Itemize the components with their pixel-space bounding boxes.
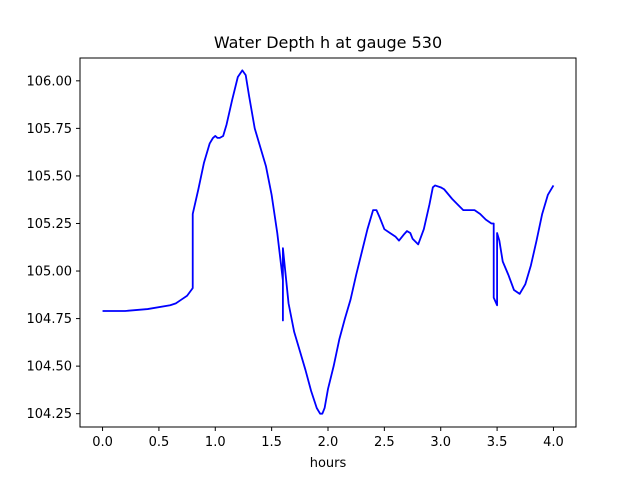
- y-tick-label: 104.25: [27, 407, 73, 422]
- chart-title: Water Depth h at gauge 530: [214, 33, 442, 52]
- y-tick-label: 105.00: [27, 265, 73, 280]
- y-tick-label: 106.00: [27, 74, 73, 89]
- x-axis-label: hours: [310, 456, 347, 471]
- x-tick-label: 1.0: [205, 435, 226, 450]
- x-tick-label: 0.0: [92, 435, 113, 450]
- x-axis: 0.0 0.5 1.0 1.5 2.0 2.5 3.0 3.5 4.0: [92, 427, 564, 450]
- x-tick-label: 3.5: [487, 435, 508, 450]
- y-tick-label: 105.50: [27, 169, 73, 184]
- series-line-0: [102, 69, 555, 415]
- y-tick-label: 105.75: [27, 122, 73, 137]
- x-tick-label: 4.0: [543, 435, 564, 450]
- x-tick-label: 2.0: [318, 435, 339, 450]
- x-tick-label: 3.0: [430, 435, 451, 450]
- y-tick-label: 104.75: [27, 312, 73, 327]
- plot-layer: [102, 69, 555, 415]
- y-axis: 104.25 104.50 104.75 105.00 105.25 105.50 105.…: [27, 74, 80, 422]
- x-tick-label: 1.5: [261, 435, 282, 450]
- x-tick-label: 0.5: [149, 435, 170, 450]
- y-tick-label: 104.50: [27, 360, 73, 375]
- y-tick-label: 105.25: [27, 217, 73, 232]
- x-tick-label: 2.5: [374, 435, 395, 450]
